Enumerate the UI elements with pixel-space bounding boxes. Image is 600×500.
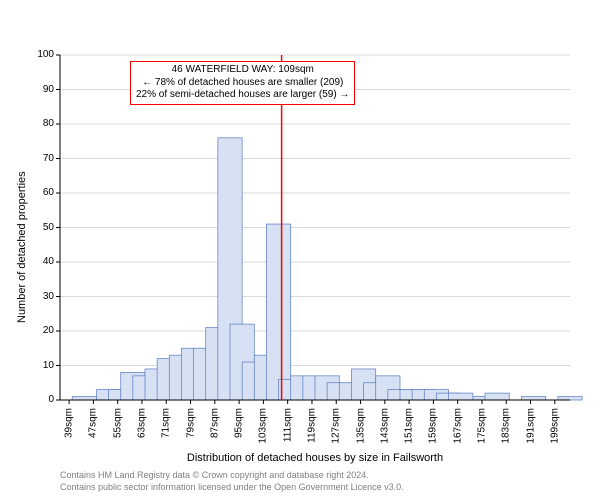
- info-line-2: ← 78% of detached houses are smaller (20…: [136, 77, 349, 90]
- y-tick-label: 0: [48, 394, 54, 405]
- x-tick-label: 151sqm: [404, 408, 415, 444]
- x-tick-label: 103sqm: [258, 408, 269, 444]
- y-tick-label: 10: [43, 360, 54, 371]
- x-tick-label: 71sqm: [161, 408, 172, 438]
- x-tick-label: 167sqm: [452, 408, 463, 444]
- y-tick-label: 70: [43, 153, 54, 164]
- x-tick-label: 183sqm: [501, 408, 512, 444]
- x-tick-label: 127sqm: [331, 408, 342, 444]
- x-tick-label: 87sqm: [209, 408, 220, 438]
- x-tick-label: 199sqm: [549, 408, 560, 444]
- info-line-3: 22% of semi-detached houses are larger (…: [136, 89, 349, 102]
- x-tick-label: 47sqm: [88, 408, 99, 438]
- x-tick-label: 39sqm: [64, 408, 75, 438]
- y-tick-label: 20: [43, 325, 54, 336]
- x-tick-label: 135sqm: [355, 408, 366, 444]
- y-tick-label: 100: [37, 49, 54, 60]
- x-tick-label: 143sqm: [379, 408, 390, 444]
- x-tick-label: 111sqm: [282, 408, 293, 442]
- x-tick-label: 119sqm: [306, 408, 317, 443]
- credit-line-2: Contains public sector information licen…: [60, 482, 404, 492]
- x-tick-label: 95sqm: [234, 408, 245, 438]
- x-tick-label: 79sqm: [185, 408, 196, 438]
- info-line-1: 46 WATERFIELD WAY: 109sqm: [136, 64, 349, 77]
- y-tick-label: 80: [43, 118, 54, 129]
- y-tick-label: 50: [43, 222, 54, 233]
- y-axis-label: Number of detached properties: [16, 171, 28, 323]
- chart-container: { "title": "46, WATERFIELD WAY, FAILSWOR…: [0, 0, 600, 500]
- y-tick-label: 90: [43, 84, 54, 95]
- property-info-box: 46 WATERFIELD WAY: 109sqm ← 78% of detac…: [130, 61, 355, 105]
- credit-line-1: Contains HM Land Registry data © Crown c…: [60, 470, 369, 480]
- x-tick-label: 175sqm: [476, 408, 487, 444]
- y-tick-label: 40: [43, 256, 54, 267]
- y-tick-label: 30: [43, 291, 54, 302]
- x-tick-label: 191sqm: [525, 408, 536, 444]
- x-tick-label: 159sqm: [428, 408, 439, 444]
- y-tick-label: 60: [43, 187, 54, 198]
- x-tick-label: 63sqm: [136, 408, 147, 438]
- x-axis-label: Distribution of detached houses by size …: [60, 452, 570, 464]
- x-tick-label: 55sqm: [112, 408, 123, 438]
